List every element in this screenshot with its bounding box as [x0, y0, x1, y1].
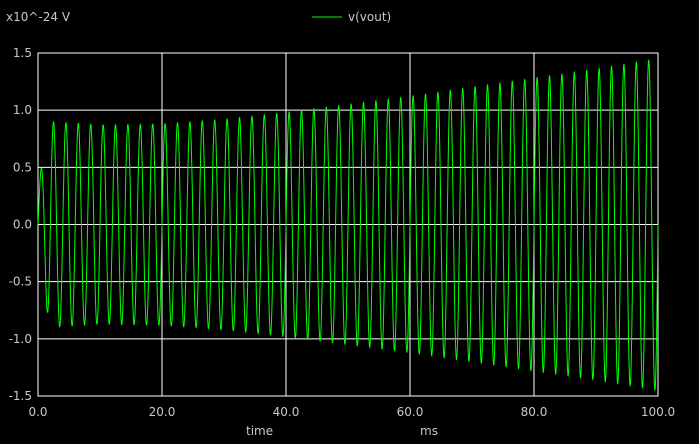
series-line-vout: [37, 59, 659, 391]
x-axis-unit: ms: [420, 424, 438, 438]
axis-labels: 0.0 20.0 40.0 60.0 80.0 100.0 1.5 1.0 0.5 0.0 -0.5…: [9, 46, 676, 419]
y-tick-label: 1.5: [13, 46, 32, 60]
grid: [37, 52, 659, 397]
y-scale-label: x10^-24 V: [6, 10, 71, 24]
y-tick-label: -1.5: [9, 389, 32, 403]
y-tick-label: 0.5: [13, 160, 32, 174]
y-tick-label: 0.0: [13, 218, 32, 232]
y-tick-label: -1.0: [9, 332, 32, 346]
trace-group: [37, 59, 659, 391]
x-tick-label: 60.0: [397, 405, 424, 419]
y-tick-label: 1.0: [13, 103, 32, 117]
x-tick-label: 20.0: [149, 405, 176, 419]
legend-label: v(vout): [348, 10, 391, 24]
x-axis-label: time: [246, 424, 273, 438]
x-tick-label: 40.0: [273, 405, 300, 419]
x-tick-label: 80.0: [521, 405, 548, 419]
x-tick-label: 0.0: [28, 405, 47, 419]
y-tick-label: -0.5: [9, 275, 32, 289]
x-tick-label: 100.0: [641, 405, 675, 419]
